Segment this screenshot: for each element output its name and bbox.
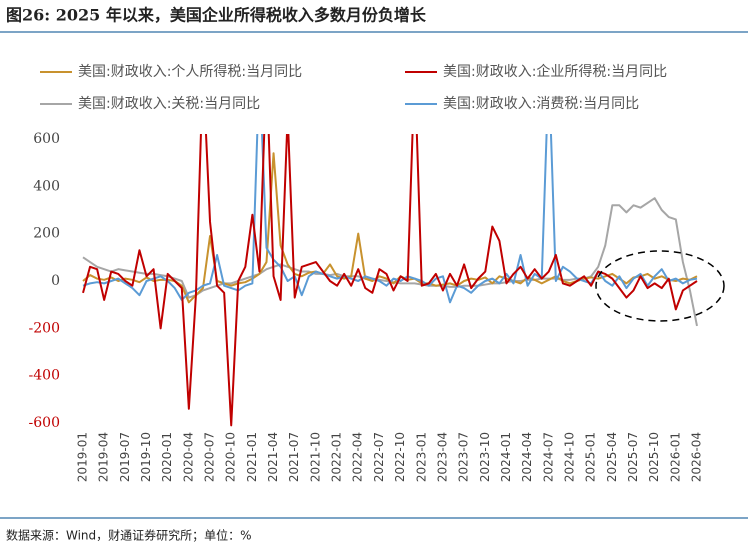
x-tick-label: 2019-10 [139, 432, 153, 482]
series-line [82, 134, 698, 427]
x-tick-label: 2024-04 [520, 432, 534, 482]
y-tick-label: -200 [29, 320, 60, 336]
x-tick-label: 2026-04 [690, 432, 704, 482]
x-tick-label: 2020-04 [181, 432, 195, 482]
x-tick-label: 2024-01 [499, 432, 513, 482]
series-line [82, 197, 698, 327]
x-tick-label: 2023-04 [435, 432, 449, 482]
legend: 美国:财政收入:个人所得税:当月同比 美国:财政收入:企业所得税:当月同比美国:财… [40, 63, 667, 112]
x-tick-label: 2022-01 [330, 432, 344, 482]
x-tick-label: 2019-07 [118, 432, 132, 482]
y-tick-label: 600 [33, 131, 60, 147]
x-tick-label: 2021-07 [287, 432, 301, 482]
source-note: 数据来源：Wind，财通证券研究所；单位：% [6, 528, 252, 543]
x-tick-label: 2023-10 [478, 432, 492, 482]
x-tick-label: 2019-04 [97, 432, 111, 482]
x-tick-label: 2020-07 [203, 432, 217, 482]
x-tick-label: 2021-10 [308, 432, 322, 482]
x-tick-label: 2025-10 [647, 432, 661, 482]
x-tick-label: 2021-04 [266, 432, 280, 482]
x-tick-label: 2024-10 [562, 432, 576, 482]
x-tick-label: 2020-01 [160, 432, 174, 482]
x-tick-label: 2022-10 [393, 432, 407, 482]
y-tick-label: 0 [51, 273, 60, 289]
legend-label: 美国:财政收入:企业所得税:当月同比 [443, 63, 667, 80]
y-tick-label: 400 [33, 178, 60, 194]
x-tick-label: 2025-07 [626, 432, 640, 482]
x-tick-label: 2026-01 [668, 432, 682, 482]
y-tick-label: -400 [29, 368, 60, 384]
y-tick-label: -600 [29, 415, 60, 431]
chart-title: 图26: 2025 年以来，美国企业所得税收入多数月份负增长 [6, 6, 427, 25]
legend-label: 美国:财政收入:关税:当月同比 [78, 96, 260, 112]
axes: -600 -400 -200 0 200 400 600 2019-01 2019-04 2019… [29, 131, 704, 482]
x-tick-label: 2020-10 [224, 432, 238, 482]
x-tick-label: 2023-07 [457, 432, 471, 482]
x-tick-label: 2022-07 [372, 432, 386, 482]
x-tick-label: 2021-01 [245, 432, 259, 482]
x-tick-label: 2025-01 [584, 432, 598, 482]
legend-label: 美国:财政收入:消费税:当月同比 [443, 96, 639, 112]
x-tick-label: 2022-04 [351, 432, 365, 482]
highlight-ellipse [595, 250, 725, 322]
x-tick-label: 2019-01 [76, 432, 90, 482]
plot-area [82, 134, 698, 427]
x-tick-label: 2024-07 [541, 432, 555, 482]
x-tick-label: 2025-04 [605, 432, 619, 482]
legend-label: 美国:财政收入:个人所得税:当月同比 [78, 63, 302, 80]
x-tick-label: 2023-01 [414, 432, 428, 482]
y-tick-label: 200 [33, 226, 60, 242]
